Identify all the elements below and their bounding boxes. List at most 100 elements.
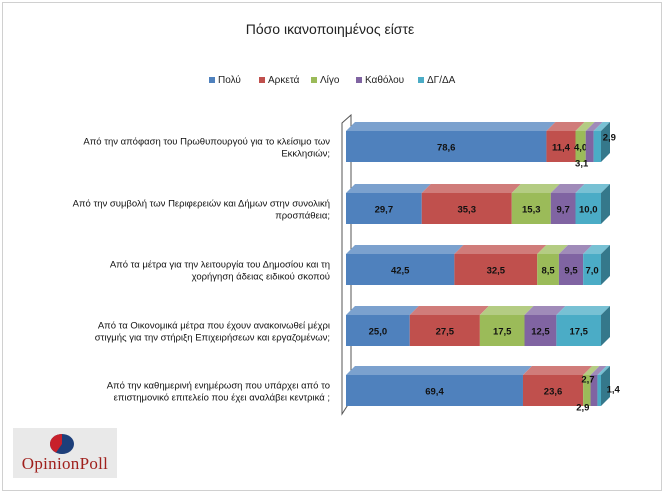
bar-segment: 9,7: [550, 184, 585, 224]
data-label: 4,0: [574, 143, 587, 154]
bar: [346, 375, 523, 406]
bar-segment: 12,5: [524, 306, 566, 346]
bar-segment: 42,5: [346, 245, 464, 285]
bar: [597, 375, 601, 406]
data-label: 2,9: [576, 403, 589, 414]
bar-top: [524, 306, 566, 315]
bar-top: [346, 245, 464, 254]
category-label-line: Από την καθημερινή ενημέρωση που υπάρχει…: [107, 381, 330, 392]
bar-segment: 8,5: [537, 245, 568, 285]
legend-label: Λίγο: [320, 74, 340, 86]
data-label: 23,6: [544, 387, 563, 398]
bar: [575, 193, 601, 224]
bar: [421, 193, 512, 224]
legend: Πολύ Αρκετά Λίγο Καθόλου ΔΓ/ΔΑ: [209, 74, 456, 86]
bar-top: [522, 366, 593, 375]
data-label: 9,5: [564, 266, 578, 277]
category-label: Από την απόφαση του Πρωθυπουργού για το …: [83, 137, 330, 160]
bar-segment: 1,4: [597, 366, 621, 406]
bar: [558, 254, 584, 285]
category-label: Από την συμβολή των Περιφερειών και Δήμω…: [73, 199, 330, 222]
bar-segment: 2,9: [593, 122, 616, 162]
legend-item: Αρκετά: [259, 74, 300, 86]
bar-segment: 4,0: [574, 122, 595, 162]
bar-top: [550, 184, 585, 193]
bar-top: [575, 184, 610, 193]
legend-label: Αρκετά: [268, 74, 300, 86]
logo-circle-icon: [50, 434, 74, 454]
data-label: 42,5: [391, 266, 410, 277]
data-label: 17,5: [493, 327, 512, 338]
bar-segment: 9,5: [558, 245, 593, 285]
bar-side: [601, 366, 610, 406]
data-label: 69,4: [425, 387, 444, 398]
legend-swatch: [259, 77, 265, 83]
bar-segment: 17,5: [556, 306, 610, 346]
bar-segment: 29,7: [346, 184, 431, 224]
bar-segment: 25,0: [346, 306, 419, 346]
bar-top: [597, 366, 610, 375]
legend-item: Πολύ: [209, 74, 241, 86]
data-label: 29,7: [375, 205, 394, 216]
data-label: 8,5: [541, 266, 555, 277]
category-label-line: επιστημονικό επιτελείο που έχει αναλάβει…: [114, 393, 330, 404]
bar-segment: 27,5: [409, 306, 489, 346]
bar-segment: 35,3: [421, 184, 521, 224]
bar: [454, 254, 538, 285]
category-label-line: χορήγηση άδειας ειδικού σκοπού: [192, 272, 330, 283]
bar-row: 25,0 27,5 17,5 12,5 17,5: [346, 306, 610, 346]
bar-top: [421, 184, 521, 193]
bar-segment: 17,5: [479, 306, 534, 346]
bar-top: [537, 245, 568, 254]
category-labels: Από την απόφαση του Πρωθυπουργού για το …: [73, 137, 331, 404]
bar-segment: 7,0: [583, 245, 610, 285]
bar-segment: 2,9: [576, 366, 600, 414]
legend-swatch: [356, 77, 362, 83]
bar: [546, 131, 576, 162]
bar-segment: 69,4: [346, 366, 532, 406]
data-label: 12,5: [531, 327, 550, 338]
bar-row: 78,6 11,4 4,0 3,1 2,9: [346, 122, 616, 170]
bar: [346, 193, 422, 224]
bar-top: [558, 245, 593, 254]
data-label: 15,3: [522, 205, 541, 216]
bar-top: [479, 306, 534, 315]
bar-segment: 15,3: [511, 184, 560, 224]
bar-top: [585, 122, 603, 131]
bar: [583, 254, 601, 285]
data-label: 7,0: [585, 266, 598, 277]
bar: [585, 131, 594, 162]
bar-top: [556, 306, 610, 315]
data-label: 78,6: [437, 143, 456, 154]
data-label: 11,4: [552, 143, 571, 154]
data-label: 32,5: [487, 266, 506, 277]
data-label: 17,5: [569, 327, 588, 338]
bar: [522, 375, 584, 406]
bar-segment: 78,6: [346, 122, 556, 162]
category-label: Από τα μέτρα για την λειτουργία του Δημο…: [110, 260, 330, 283]
data-label: 3,1: [575, 159, 589, 170]
bar: [590, 375, 598, 406]
bar-top: [593, 122, 610, 131]
bar-top: [583, 366, 600, 375]
bar: [479, 315, 525, 346]
bar-row: 69,4 23,6 2,9 2,7 1,4: [346, 366, 621, 414]
opinionpoll-logo: OpinionPoll: [13, 428, 117, 478]
bar-top: [454, 245, 547, 254]
data-label: 2,9: [603, 133, 616, 144]
bar-segment: 3,1: [575, 122, 603, 170]
bar-segment: 10,0: [575, 184, 610, 224]
bar-segment: 2,7: [581, 366, 607, 406]
data-label: 35,3: [457, 205, 476, 216]
bars: 78,6 11,4 4,0 3,1 2,9 29,7 35,3 15,3 9,7 10,0 42,5…: [346, 122, 621, 414]
category-label: Από τα Οικονομικά μέτρα που έχουν ανακοι…: [95, 321, 330, 344]
bar-top: [409, 306, 489, 315]
bar-row: 29,7 35,3 15,3 9,7 10,0: [346, 184, 610, 224]
bar-side: [601, 122, 610, 162]
bar: [524, 315, 557, 346]
category-label-line: στιγμής για την στήριξη Επιχειρήσεων και…: [95, 333, 330, 344]
legend-swatch: [209, 77, 215, 83]
bar-row: 42,5 32,5 8,5 9,5 7,0: [346, 245, 610, 285]
category-label: Από την καθημερινή ενημέρωση που υπάρχει…: [107, 381, 330, 404]
